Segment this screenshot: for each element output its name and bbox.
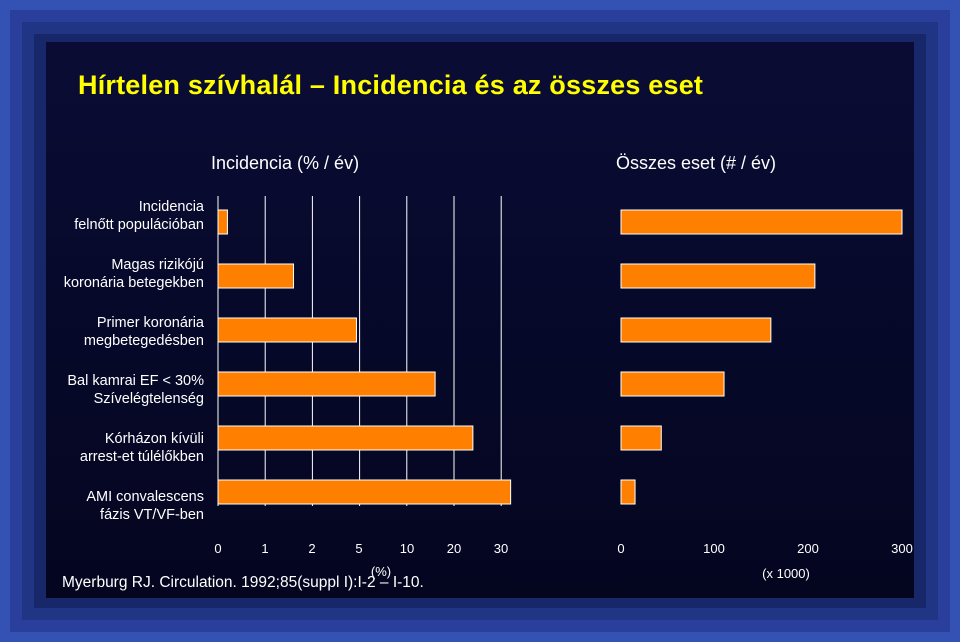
incidence-bar (217, 317, 357, 343)
total-cases-bar (620, 209, 903, 235)
incidence-tick-label: 5 (355, 541, 363, 556)
incidence-chart-title: Incidencia (% / év) (211, 153, 360, 173)
incidence-tick-label: 2 (308, 541, 316, 556)
reference-citation: Myerburg RJ. Circulation. 1992;85(suppl … (62, 574, 424, 591)
incidence-axis-unit: (%) (370, 564, 392, 579)
total-cases-tick-label: 0 (617, 541, 625, 556)
category-label: AMI convalescens fázis VT/VF-ben (86, 489, 204, 523)
incidence-bar (217, 479, 512, 505)
incidence-bar (217, 425, 474, 451)
total-cases-tick-label: 100 (703, 541, 725, 556)
total-cases-bar (620, 425, 662, 451)
slide-title: Hírtelen szívhalál – Incidencia és az ös… (78, 70, 704, 100)
incidence-tick-label: 0 (214, 541, 222, 556)
category-label: Bal kamrai EF < 30% Szívelégtelenség (67, 373, 204, 407)
incidence-bar (217, 209, 228, 235)
total-cases-tick-label: 200 (797, 541, 819, 556)
incidence-tick-label: 30 (493, 541, 509, 556)
category-label: Primer koronária megbetegedésben (83, 315, 204, 349)
total-cases-axis-unit: (x 1000) (762, 566, 810, 581)
total-cases-bar (620, 317, 772, 343)
total-cases-chart-title: Összes eset (# / év) (616, 153, 777, 173)
category-label: Kórházon kívüli arrest-et túlélőkben (79, 431, 204, 465)
total-cases-bar (620, 371, 725, 397)
incidence-tick-label: 1 (261, 541, 269, 556)
category-label: Incidencia felnőtt populációban (74, 199, 204, 233)
incidence-bar (217, 371, 436, 397)
incidence-bar (217, 263, 295, 289)
total-cases-bar (620, 263, 816, 289)
category-label: Magas rizikójú koronária betegekben (63, 257, 204, 291)
total-cases-tick-label: 300 (891, 541, 913, 556)
total-cases-bar (620, 479, 636, 505)
incidence-tick-label: 10 (399, 541, 415, 556)
incidence-tick-label: 20 (446, 541, 462, 556)
